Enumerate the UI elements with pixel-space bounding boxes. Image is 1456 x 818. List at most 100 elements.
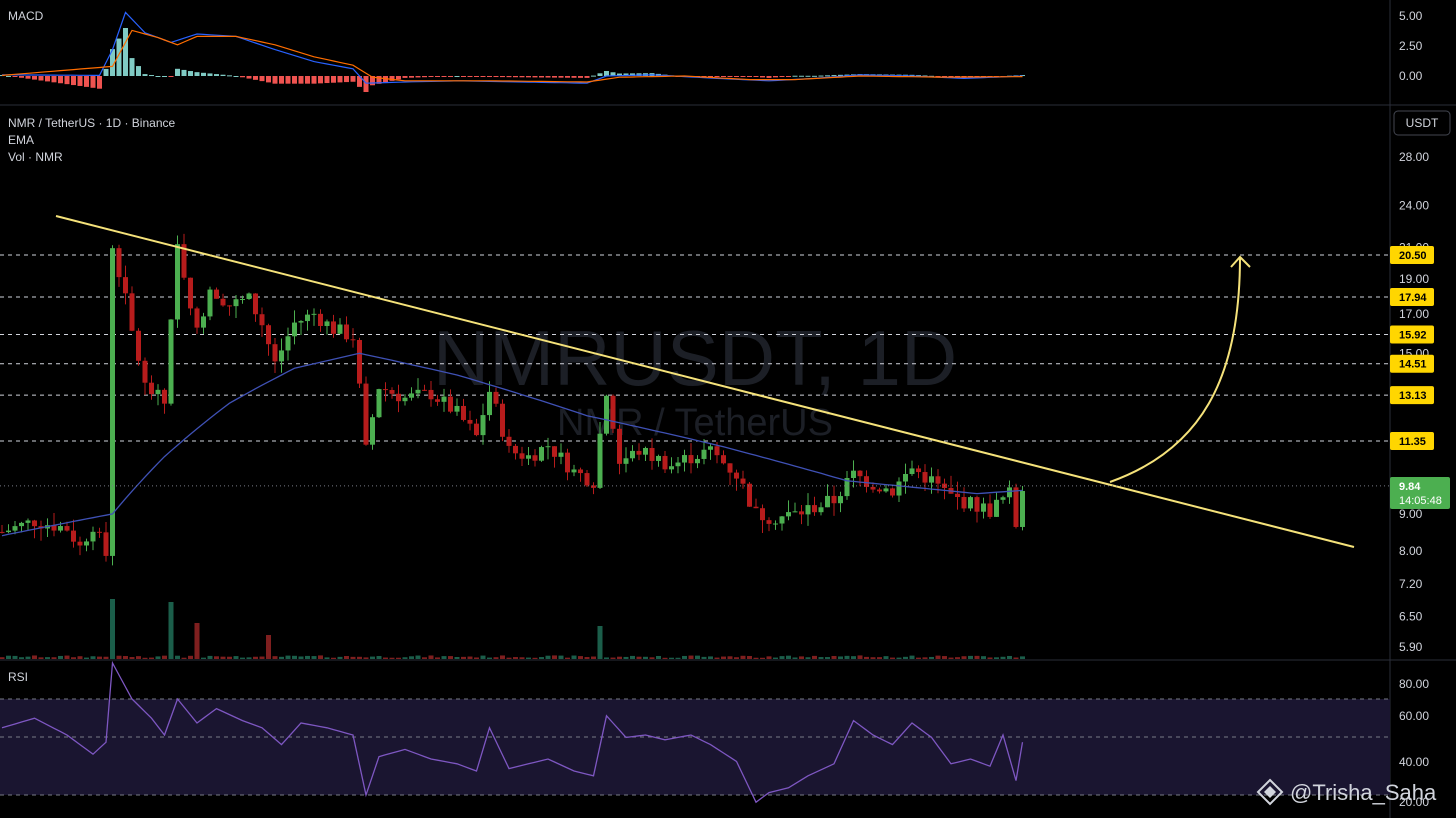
macd-histogram-bar	[825, 75, 830, 77]
volume-bar	[981, 656, 986, 659]
macd-histogram-bar	[162, 76, 167, 77]
volume-bars	[0, 599, 1025, 659]
volume-bar	[428, 655, 434, 659]
volume-bar	[474, 657, 479, 659]
macd-histogram-bar	[84, 76, 89, 87]
macd-histogram-bar	[526, 76, 531, 78]
price-tick: 19.00	[1399, 272, 1429, 286]
descending-trendline[interactable]	[55, 215, 1355, 548]
price-tick: 24.00	[1399, 198, 1429, 212]
volume-bar	[58, 655, 63, 659]
candle-body	[103, 532, 109, 556]
volume-bar	[714, 657, 720, 659]
macd-histogram-bar	[753, 76, 759, 77]
macd-histogram-bar	[422, 76, 427, 78]
macd-histogram-bar	[207, 73, 213, 76]
candle-body	[714, 446, 720, 456]
price-tick: 8.00	[1399, 544, 1423, 558]
macd-histogram-bar	[103, 68, 109, 76]
volume-bar	[240, 657, 245, 659]
macd-histogram-bar	[500, 76, 505, 78]
candle-body	[545, 446, 551, 448]
ema-legend[interactable]: EMA	[8, 133, 34, 147]
candle-body	[272, 344, 278, 362]
candle-body	[266, 325, 271, 345]
volume-bar	[116, 655, 122, 659]
volume-bar	[123, 656, 128, 659]
candle-body	[207, 289, 213, 317]
macd-histogram-bar	[45, 76, 50, 82]
candle-body	[584, 473, 590, 486]
macd-histogram-bar	[474, 76, 479, 77]
volume-bar	[799, 656, 804, 659]
volume-bar	[32, 655, 37, 659]
macd-histogram-bar	[90, 76, 96, 88]
currency-button[interactable]: USDT	[1406, 116, 1439, 130]
candle-body	[298, 321, 304, 323]
candle-body	[994, 499, 999, 517]
symbol-title[interactable]: NMR / TetherUS · 1D · Binance	[8, 116, 175, 130]
candle-body	[370, 417, 375, 445]
macd-histogram-bar	[552, 76, 557, 78]
price-tick: 9.00	[1399, 507, 1423, 521]
volume-bar	[617, 656, 622, 659]
volume-bar	[955, 657, 960, 659]
volume-bar	[779, 656, 785, 659]
macd-histogram-bar	[331, 76, 336, 83]
macd-histogram-bar	[539, 76, 544, 78]
candle-body	[922, 472, 928, 483]
volume-bar	[84, 657, 89, 659]
macd-histogram-bar	[318, 76, 323, 84]
candle-body	[656, 455, 661, 461]
macd-histogram-bar	[227, 75, 232, 77]
macd-histogram-bar	[435, 76, 440, 77]
volume-bar	[279, 656, 284, 659]
rsi-tick: 60.00	[1399, 709, 1429, 723]
candle-body	[974, 497, 980, 512]
volume-bar	[350, 656, 356, 659]
candle-body	[363, 383, 369, 445]
volume-bar	[942, 656, 947, 659]
breakout-projection-arrow[interactable]	[1109, 255, 1251, 483]
candle-body	[383, 389, 388, 391]
volume-bar	[214, 656, 219, 659]
volume-bar	[623, 656, 629, 659]
volume-bar	[331, 657, 336, 659]
volume-bar	[935, 655, 941, 659]
candle-body	[253, 293, 258, 315]
volume-bar	[201, 657, 206, 659]
rsi-band	[0, 699, 1390, 795]
currency-button-frame[interactable]	[1393, 110, 1451, 136]
macd-histogram-bar	[519, 76, 525, 78]
candle-body	[539, 447, 544, 461]
volume-bar	[643, 656, 648, 659]
macd-histogram-bar	[396, 76, 401, 80]
candle-body	[578, 469, 583, 474]
macd-histogram-bar	[708, 76, 713, 77]
candle-body	[0, 531, 5, 533]
macd-histogram-bar	[136, 66, 141, 76]
macd-histogram-bar	[714, 76, 720, 77]
macd-histogram-bar	[181, 69, 187, 76]
volume-legend[interactable]: Vol · NMR	[8, 150, 63, 164]
candle-body	[90, 531, 96, 542]
macd-label: MACD	[8, 9, 44, 23]
macd-histogram-bar	[97, 76, 102, 89]
volume-bar	[292, 655, 297, 659]
volume-bar	[994, 657, 999, 659]
candle-body	[77, 541, 83, 546]
macd-histogram-bar	[233, 76, 239, 77]
candle-body	[838, 496, 843, 504]
candle-body	[409, 393, 414, 398]
level-tag: 11.35	[1399, 436, 1426, 448]
candle-body	[220, 298, 226, 306]
candle-body	[162, 389, 167, 404]
candle-body	[422, 389, 427, 391]
macd-histogram-bar	[19, 76, 24, 78]
volume-bar	[506, 657, 512, 659]
macd-histogram-bar	[558, 76, 564, 78]
volume-bar	[396, 657, 401, 659]
macd-histogram-bar	[597, 73, 603, 76]
candle-body	[597, 433, 603, 488]
